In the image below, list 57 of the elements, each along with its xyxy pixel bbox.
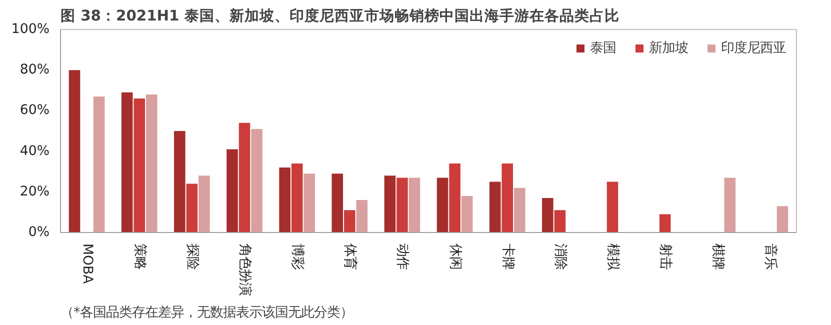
- bar: [408, 178, 420, 232]
- x-tick-label: 模拟: [605, 244, 620, 270]
- x-tick-label: 卡牌: [500, 244, 515, 270]
- legend-label: 印度尼西亚: [721, 40, 786, 57]
- legend-label: 泰国: [590, 40, 616, 57]
- bar: [542, 198, 554, 232]
- bar: [449, 163, 460, 232]
- y-tick-label: 100%: [11, 22, 50, 37]
- x-tick-label: 动作: [394, 244, 410, 270]
- bar: [384, 176, 396, 232]
- bar: [291, 163, 303, 232]
- bar: [93, 96, 105, 232]
- bar: [146, 94, 158, 232]
- x-tick-label: 音乐: [762, 244, 778, 270]
- bar: [226, 149, 238, 232]
- chart-title: 图 38：2021H1 泰国、新加坡、印度尼西亚市场畅销榜中国出海手游在各品类占比: [60, 6, 620, 24]
- y-tick-label: 40%: [20, 144, 50, 159]
- bar: [396, 178, 408, 232]
- bar: [502, 163, 513, 232]
- y-tick-label: 80%: [20, 62, 50, 78]
- bar: [304, 174, 315, 232]
- bar: [659, 214, 671, 232]
- x-tick-label: 体育: [342, 244, 358, 270]
- x-tick-label: 博彩: [290, 244, 305, 270]
- bar: [554, 210, 566, 232]
- bar: [198, 176, 210, 232]
- x-tick-label: 射击: [658, 244, 673, 270]
- bar: [489, 182, 501, 232]
- bar: [238, 122, 250, 232]
- bar: [514, 188, 526, 232]
- y-tick-label: 0%: [28, 225, 50, 240]
- x-tick-label: 棋牌: [710, 244, 726, 270]
- bar: [724, 178, 736, 232]
- bar: [186, 184, 198, 232]
- x-tick-label: 角色扮演: [237, 244, 252, 296]
- bar: [344, 210, 356, 232]
- bar: [121, 92, 133, 232]
- bar: [436, 178, 448, 232]
- x-tick-label: 消除: [552, 244, 568, 270]
- legend-label: 新加坡: [649, 40, 688, 57]
- bar: [134, 98, 145, 232]
- x-tick-label: 探险: [184, 244, 200, 270]
- bar: [356, 200, 368, 232]
- x-tick-label: 休闲: [447, 244, 462, 270]
- text: （*各国品类存在差异，无数据表示该国无此分类）: [60, 304, 354, 320]
- y-tick-label: 20%: [20, 184, 50, 200]
- bar: [174, 131, 186, 232]
- bar: [606, 182, 618, 232]
- bar: [68, 70, 80, 232]
- bar: [461, 196, 473, 232]
- bar: [279, 168, 290, 232]
- bar: [776, 206, 788, 232]
- y-tick-label: 60%: [20, 103, 50, 118]
- x-tick-label: 策略: [132, 244, 147, 270]
- bar: [332, 174, 344, 232]
- bar: [251, 128, 262, 232]
- x-tick-label: MOBA: [79, 244, 94, 284]
